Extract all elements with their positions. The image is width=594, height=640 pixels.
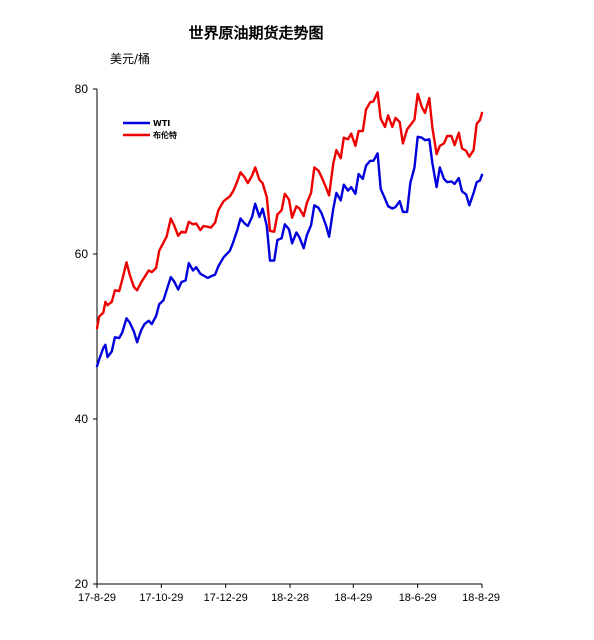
x-tick-label: 17-8-29 (78, 592, 116, 604)
x-tick-label: 18-8-29 (462, 592, 500, 604)
y-tick-label: 80 (75, 82, 89, 96)
series-line-1 (95, 91, 484, 330)
y-tick-label: 40 (75, 412, 89, 426)
legend-label-1: 布伦特 (152, 130, 177, 140)
series-lines (95, 91, 484, 368)
x-tick-label: 18-4-29 (334, 592, 372, 604)
legend-label-0: WTI (153, 119, 170, 128)
y-axis-unit-label: 美元/桶 (110, 51, 150, 66)
x-tick-label: 18-2-28 (271, 592, 309, 604)
axes (96, 89, 482, 585)
series-line-0 (95, 135, 484, 368)
y-tick-label: 20 (75, 577, 89, 591)
x-tick-label: 17-10-29 (139, 592, 183, 604)
y-ticks: 20 40 60 80 (75, 82, 97, 591)
legend: WTI 布伦特 (123, 119, 177, 140)
x-ticks: 17-8-29 17-10-29 17-12-29 18-2-28 18-4-29 18-… (78, 584, 500, 604)
chart-title: 世界原油期货走势图 (188, 24, 323, 42)
y-tick-label: 60 (75, 247, 89, 261)
x-tick-label: 18-6-29 (399, 592, 437, 604)
x-tick-label: 17-12-29 (204, 592, 248, 604)
